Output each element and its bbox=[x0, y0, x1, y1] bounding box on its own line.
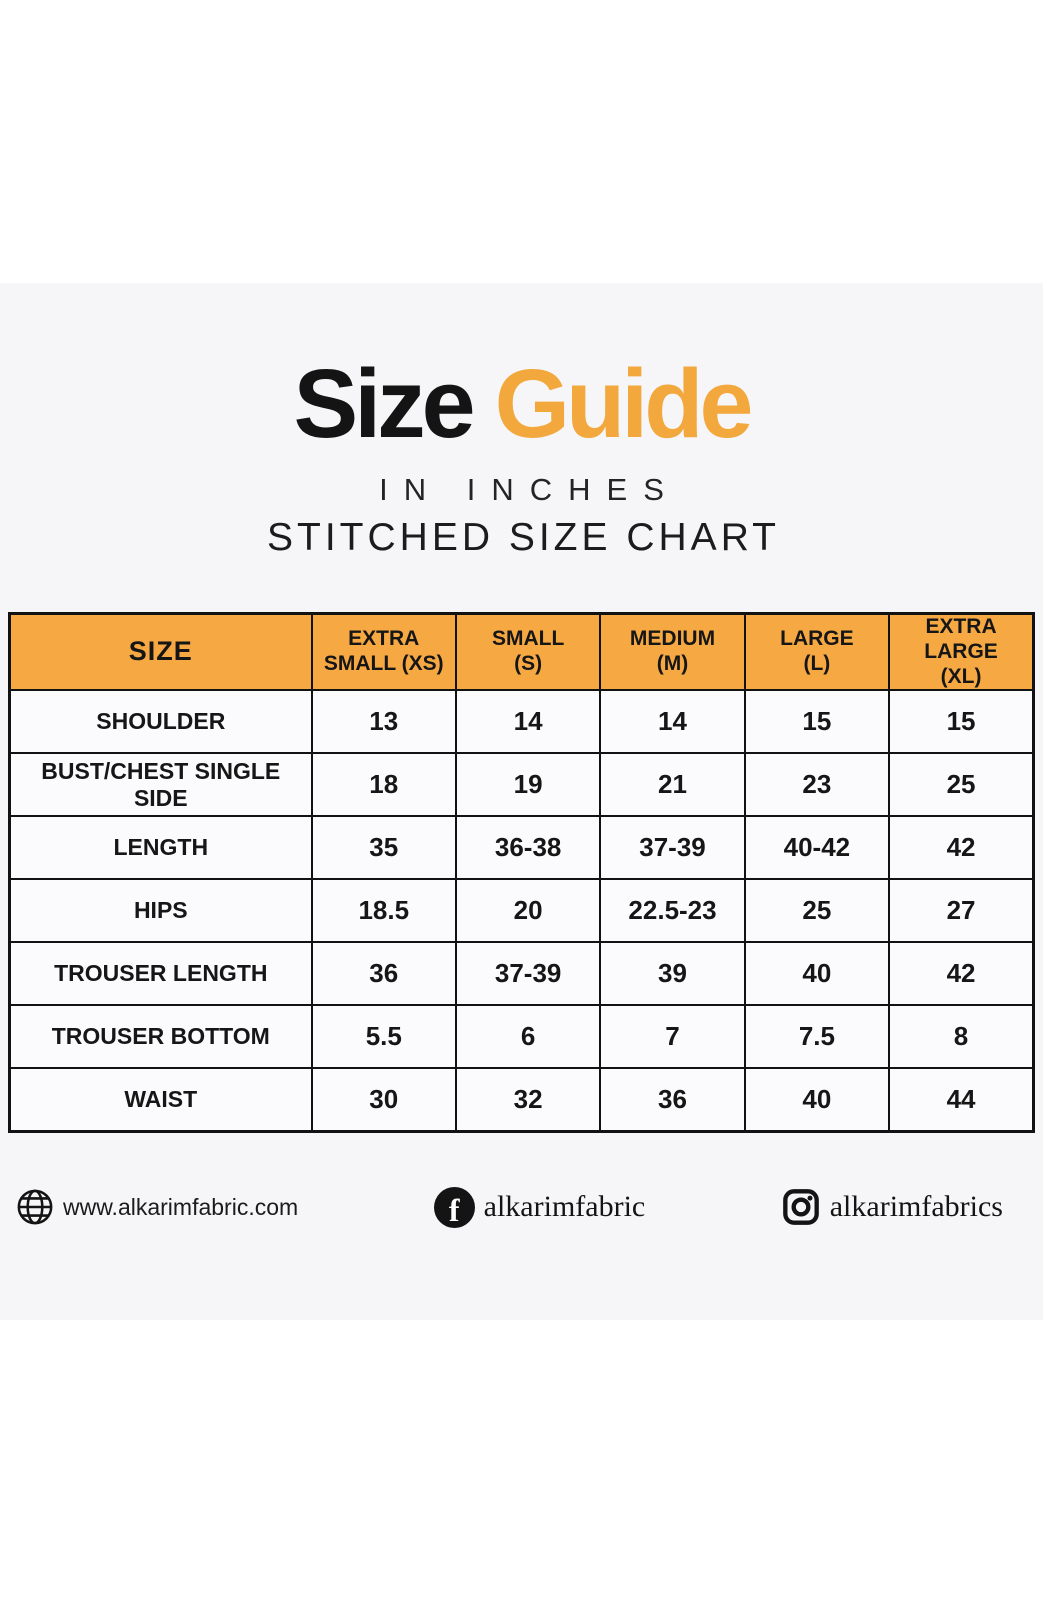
table-cell: 6 bbox=[454, 1004, 602, 1070]
row-label: HIPS bbox=[8, 878, 313, 944]
row-label: SHOULDER bbox=[8, 689, 313, 755]
table-row-shoulder: SHOULDER 13 14 14 15 15 bbox=[8, 689, 1035, 755]
table-cell: 30 bbox=[310, 1067, 457, 1133]
instagram-icon bbox=[781, 1187, 821, 1227]
col-header-large: LARGE (L) bbox=[743, 612, 891, 692]
table-cell: 27 bbox=[888, 878, 1035, 944]
facebook-handle: alkarimfabric bbox=[483, 1190, 646, 1223]
table-cell: 36-38 bbox=[454, 815, 602, 881]
table-cell: 14 bbox=[454, 689, 602, 755]
col-header-extra-small: EXTRA SMALL (XS) bbox=[310, 612, 457, 692]
table-cell: 19 bbox=[454, 752, 602, 818]
table-row-waist: WAIST 30 32 36 40 44 bbox=[8, 1067, 1035, 1133]
table-cell: 39 bbox=[599, 941, 746, 1007]
table-cell: 37-39 bbox=[599, 815, 746, 881]
col-header-extra-large: EXTRA LARGE (XL) bbox=[888, 612, 1035, 692]
table-cell: 36 bbox=[310, 941, 457, 1007]
table-cell: 40 bbox=[743, 941, 891, 1007]
table-row-bust-chest: BUST/CHEST SINGLE SIDE 18 19 21 23 25 bbox=[8, 752, 1035, 818]
table-cell: 40 bbox=[743, 1067, 891, 1133]
title-word-size: Size bbox=[293, 349, 476, 458]
table-cell: 32 bbox=[454, 1067, 602, 1133]
table-cell: 25 bbox=[888, 752, 1035, 818]
table-cell: 18.5 bbox=[310, 878, 457, 944]
col-header-small: SMALL (S) bbox=[454, 612, 602, 692]
page-title: Size Guide bbox=[0, 355, 1043, 452]
footer: www.alkarimfabric.com f alkarimfabric al… bbox=[0, 1178, 1043, 1236]
title-block: Size Guide IN INCHES STITCHED SIZE CHART bbox=[0, 355, 1043, 560]
subtitle-in-inches: IN INCHES bbox=[379, 472, 680, 507]
facebook-icon: f bbox=[433, 1186, 475, 1228]
header-row: SIZE EXTRA SMALL (XS) SMALL (S) MEDIUM (M) … bbox=[8, 612, 1035, 692]
size-guide-panel: Size Guide IN INCHES STITCHED SIZE CHART… bbox=[0, 283, 1043, 1320]
table-cell: 42 bbox=[888, 815, 1035, 881]
table-cell: 37-39 bbox=[454, 941, 602, 1007]
table-cell: 20 bbox=[454, 878, 602, 944]
title-word-guide: Guide bbox=[494, 349, 754, 458]
website-url: www.alkarimfabric.com bbox=[63, 1193, 299, 1220]
table-cell: 7.5 bbox=[743, 1004, 891, 1070]
table-cell: 7 bbox=[599, 1004, 746, 1070]
table-cell: 14 bbox=[599, 689, 746, 755]
table-cell: 35 bbox=[310, 815, 457, 881]
col-header-medium: MEDIUM (M) bbox=[599, 612, 746, 692]
table-cell: 44 bbox=[888, 1067, 1035, 1133]
table-cell: 15 bbox=[743, 689, 891, 755]
table-row-length: LENGTH 35 36-38 37-39 40-42 42 bbox=[8, 815, 1035, 881]
table-cell: 8 bbox=[888, 1004, 1035, 1070]
table-cell: 21 bbox=[599, 752, 746, 818]
col-header-size: SIZE bbox=[8, 612, 313, 692]
instagram-handle: alkarimfabrics bbox=[829, 1190, 1003, 1223]
subtitle-stitched-size-chart: STITCHED SIZE CHART bbox=[267, 516, 780, 559]
table-row-trouser-length: TROUSER LENGTH 36 37-39 39 40 42 bbox=[8, 941, 1035, 1007]
table-row-hips: HIPS 18.5 20 22.5-23 25 27 bbox=[8, 878, 1035, 944]
table-cell: 22.5-23 bbox=[599, 878, 746, 944]
table-cell: 25 bbox=[743, 878, 891, 944]
table-row-trouser-bottom: TROUSER BOTTOM 5.5 6 7 7.5 8 bbox=[8, 1004, 1035, 1070]
row-label: TROUSER BOTTOM bbox=[8, 1004, 313, 1070]
table-cell: 42 bbox=[888, 941, 1035, 1007]
table-cell: 13 bbox=[310, 689, 457, 755]
table-cell: 18 bbox=[310, 752, 457, 818]
row-label: BUST/CHEST SINGLE SIDE bbox=[8, 752, 313, 818]
size-chart-table: SIZE EXTRA SMALL (XS) SMALL (S) MEDIUM (M) … bbox=[8, 612, 1035, 1133]
table-cell: 23 bbox=[743, 752, 891, 818]
table-cell: 36 bbox=[599, 1067, 746, 1133]
globe-icon bbox=[16, 1188, 54, 1226]
row-label: LENGTH bbox=[8, 815, 313, 881]
row-label: WAIST bbox=[8, 1067, 313, 1133]
table-cell: 40-42 bbox=[743, 815, 891, 881]
table-cell: 5.5 bbox=[310, 1004, 457, 1070]
table-cell: 15 bbox=[888, 689, 1035, 755]
website-link[interactable]: www.alkarimfabric.com bbox=[16, 1188, 298, 1226]
row-label: TROUSER LENGTH bbox=[8, 941, 313, 1007]
facebook-link[interactable]: f alkarimfabric bbox=[433, 1186, 646, 1228]
instagram-link[interactable]: alkarimfabrics bbox=[781, 1187, 1003, 1227]
